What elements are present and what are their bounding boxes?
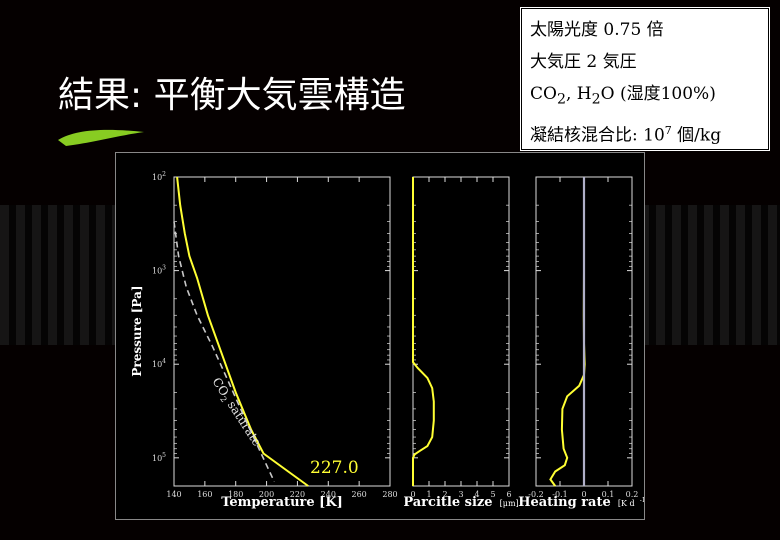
x-tick-label: 280 — [382, 490, 397, 499]
y-tick-label: 103 — [152, 265, 166, 276]
nuclei-exp: 7 — [664, 124, 672, 138]
size-plot: 0 1 2 3 4 5 6 — [410, 177, 512, 499]
x-tick-label: -0.1 — [552, 490, 567, 499]
x-tick-label: 0.1 — [602, 490, 615, 499]
composition: CO2, H2O (湿度100%) — [530, 78, 760, 115]
y-tick-label: 102 — [152, 171, 166, 182]
x-tick-label: 0 — [581, 490, 586, 499]
x-tick-label: 160 — [197, 490, 212, 499]
x-tick-label: 240 — [321, 490, 336, 499]
x-tick-label: 180 — [228, 490, 243, 499]
profile-line — [176, 176, 309, 487]
saturation-annotation: CO2 saturate — [208, 375, 264, 450]
x-tick-label: 260 — [352, 490, 367, 499]
profile-line — [412, 177, 435, 486]
y-axis-ticks: 102 103 104 105 — [152, 171, 632, 487]
conditions-box: 太陽光度 0.75 倍 大気圧 2 気圧 CO2, H2O (湿度100%) 凝… — [520, 7, 770, 152]
composition-b: , H — [565, 84, 592, 104]
composition-c: O (湿度100%) — [600, 84, 716, 104]
profile-line — [549, 177, 586, 487]
slide-title: 結果: 平衡大気雲構造 — [58, 75, 406, 116]
x-tick-label: 0 — [410, 490, 415, 499]
composition-a: CO — [530, 84, 557, 104]
x-tick-label: 140 — [166, 490, 181, 499]
saturation-annotation-b: saturate — [223, 395, 264, 448]
x-tick-label: 200 — [259, 490, 274, 499]
size-x-label-wrap: Parcitle size [μm] — [403, 491, 518, 510]
heat-plot: -0.2 -0.1 0 0.1 0.2 — [528, 177, 638, 499]
x-tick-label: 2 — [442, 490, 447, 499]
temp-x-label: Temperature [K] — [221, 495, 343, 510]
x-tick-label: 3 — [458, 490, 463, 499]
size-x-label: Parcitle size — [403, 495, 492, 510]
composition-sub1: 2 — [556, 91, 566, 108]
saturation-curve — [173, 221, 276, 483]
y-tick-label: 104 — [152, 358, 166, 369]
x-tick-label: -0.2 — [528, 490, 543, 499]
saturation-annotation-sub: 2 — [218, 395, 228, 404]
leaf-decoration — [58, 129, 144, 146]
y-axis-label: Pressure [Pa] — [130, 285, 144, 376]
nuclei-b: 個/kg — [671, 126, 722, 147]
size-plot-frame — [412, 176, 510, 487]
x-tick-label: 220 — [290, 490, 305, 499]
x-tick-label: 6 — [506, 490, 511, 499]
x-tick-label: 5 — [490, 490, 495, 499]
surface-temp-annotation: 227.0 — [310, 458, 359, 478]
temp-plot: 140 160 180 200 220 240 260 280 — [166, 176, 398, 499]
saturation-annotation-a: CO — [209, 375, 231, 399]
heat-x-unit: [K d — [618, 499, 635, 508]
solar-luminosity: 太陽光度 0.75 倍 — [530, 20, 664, 40]
heat-x-unit-exp: -1 — [640, 497, 644, 504]
surface-pressure: 大気圧 2 気圧 — [530, 52, 637, 72]
x-tick-label: 1 — [426, 490, 431, 499]
nuclei-ratio: 凝結核混合比: 107 個/kg — [530, 115, 760, 152]
heat-x-label: Heating rate — [518, 495, 611, 510]
size-x-unit: [μm] — [500, 499, 519, 508]
temp-plot-frame — [173, 176, 391, 487]
x-tick-label: 0.2 — [626, 490, 639, 499]
x-tick-label: 4 — [474, 490, 479, 499]
y-tick-label: 105 — [152, 452, 166, 463]
composition-sub2: 2 — [591, 91, 601, 108]
nuclei-a: 凝結核混合比: 10 — [530, 126, 665, 147]
leaf-shape — [58, 129, 144, 146]
